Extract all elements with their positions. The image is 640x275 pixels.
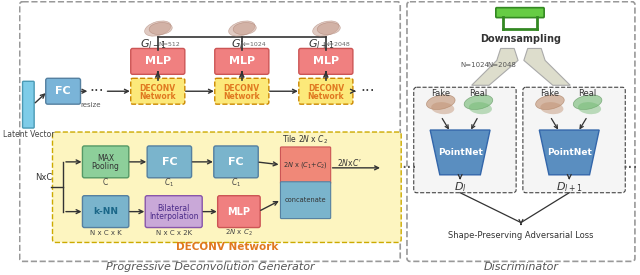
Ellipse shape (540, 102, 563, 114)
Text: Bilateral: Bilateral (157, 204, 190, 213)
Text: FC: FC (228, 157, 244, 167)
Text: C: C (103, 178, 108, 187)
Polygon shape (472, 48, 518, 85)
Text: Tile $2N$ x $C_2$: Tile $2N$ x $C_2$ (282, 134, 328, 146)
Ellipse shape (233, 23, 256, 35)
Text: DECONV: DECONV (140, 84, 176, 93)
Text: $D_{l+1}$: $D_{l+1}$ (556, 180, 582, 194)
Text: N=1024: N=1024 (460, 62, 489, 68)
FancyBboxPatch shape (83, 196, 129, 227)
Text: MLP: MLP (227, 207, 250, 217)
Text: NxC: NxC (35, 173, 52, 182)
Text: Downsampling: Downsampling (481, 34, 561, 43)
Text: DECONV: DECONV (308, 84, 344, 93)
Text: Network: Network (308, 92, 344, 101)
Ellipse shape (149, 23, 172, 35)
Text: Network: Network (140, 92, 176, 101)
Text: PointNet: PointNet (547, 148, 592, 157)
FancyBboxPatch shape (523, 87, 625, 193)
Ellipse shape (578, 102, 601, 114)
FancyBboxPatch shape (280, 147, 331, 184)
Ellipse shape (317, 23, 340, 35)
Text: ···: ··· (90, 84, 104, 99)
Text: N=2048: N=2048 (487, 62, 516, 68)
Text: $C_1$: $C_1$ (164, 177, 175, 189)
FancyBboxPatch shape (52, 132, 401, 243)
Text: Fake: Fake (431, 89, 451, 98)
Text: MLP: MLP (228, 56, 255, 66)
Polygon shape (540, 130, 599, 175)
FancyBboxPatch shape (299, 48, 353, 74)
Text: FC: FC (55, 86, 71, 96)
Text: Network: Network (223, 92, 260, 101)
Text: $D_l$: $D_l$ (454, 180, 467, 194)
FancyBboxPatch shape (496, 8, 544, 18)
FancyBboxPatch shape (131, 48, 185, 74)
Text: ···: ··· (360, 84, 374, 99)
Text: resize: resize (81, 102, 101, 108)
FancyBboxPatch shape (280, 182, 331, 219)
Text: Real: Real (469, 89, 488, 98)
Ellipse shape (228, 21, 255, 36)
FancyBboxPatch shape (215, 78, 269, 104)
Text: FC: FC (161, 157, 177, 167)
Text: DECONV: DECONV (224, 84, 260, 93)
FancyBboxPatch shape (215, 48, 269, 74)
Polygon shape (430, 130, 490, 175)
FancyBboxPatch shape (22, 81, 34, 128)
FancyBboxPatch shape (218, 196, 260, 227)
Text: N x C x K: N x C x K (90, 230, 122, 235)
Text: Latent Vector: Latent Vector (3, 130, 54, 139)
Ellipse shape (431, 102, 454, 114)
Text: $2N$ x ($C_1$+$C_2$): $2N$ x ($C_1$+$C_2$) (283, 160, 328, 170)
Text: $2N$ x $C_2$: $2N$ x $C_2$ (225, 227, 253, 238)
Text: Pooling: Pooling (92, 162, 120, 171)
Text: $2N$x$C'$: $2N$x$C'$ (337, 157, 362, 168)
Text: N=2048: N=2048 (324, 42, 350, 47)
Text: $G_l$: $G_l$ (230, 38, 243, 51)
FancyBboxPatch shape (83, 146, 129, 178)
FancyBboxPatch shape (214, 146, 258, 178)
Text: N=512: N=512 (159, 42, 180, 47)
Text: MAX: MAX (97, 154, 114, 163)
Text: $C_1$: $C_1$ (231, 177, 241, 189)
Ellipse shape (469, 102, 492, 114)
Text: Progressive Deconvolution Generator: Progressive Deconvolution Generator (106, 262, 314, 272)
Text: DECONV Network: DECONV Network (175, 243, 278, 252)
Polygon shape (524, 48, 570, 85)
Text: Interpolation: Interpolation (149, 212, 198, 221)
FancyBboxPatch shape (145, 196, 202, 227)
Text: Real: Real (579, 89, 596, 98)
Ellipse shape (313, 21, 339, 36)
Text: PointNet: PointNet (438, 148, 483, 157)
Text: MLP: MLP (313, 56, 339, 66)
Text: ···: ··· (622, 159, 638, 177)
Ellipse shape (573, 95, 602, 109)
Ellipse shape (464, 95, 493, 109)
FancyBboxPatch shape (147, 146, 191, 178)
Text: Shape-Preserving Adversarial Loss: Shape-Preserving Adversarial Loss (448, 231, 594, 240)
FancyBboxPatch shape (131, 78, 185, 104)
Text: concatenate: concatenate (285, 197, 326, 203)
Text: k-NN: k-NN (93, 207, 118, 216)
Text: $G_{l+1}$: $G_{l+1}$ (308, 38, 334, 51)
Text: N=1024: N=1024 (241, 42, 266, 47)
Ellipse shape (145, 21, 171, 36)
Text: MLP: MLP (145, 56, 171, 66)
Ellipse shape (426, 95, 455, 109)
Text: N x C x 2K: N x C x 2K (156, 230, 192, 235)
Text: ···: ··· (401, 159, 417, 177)
Ellipse shape (536, 95, 564, 109)
Text: $G_{l-1}$: $G_{l-1}$ (140, 38, 166, 51)
FancyBboxPatch shape (299, 78, 353, 104)
FancyBboxPatch shape (45, 78, 81, 104)
Text: Fake: Fake (540, 89, 559, 98)
Text: Discriminator: Discriminator (483, 262, 559, 272)
FancyBboxPatch shape (413, 87, 516, 193)
